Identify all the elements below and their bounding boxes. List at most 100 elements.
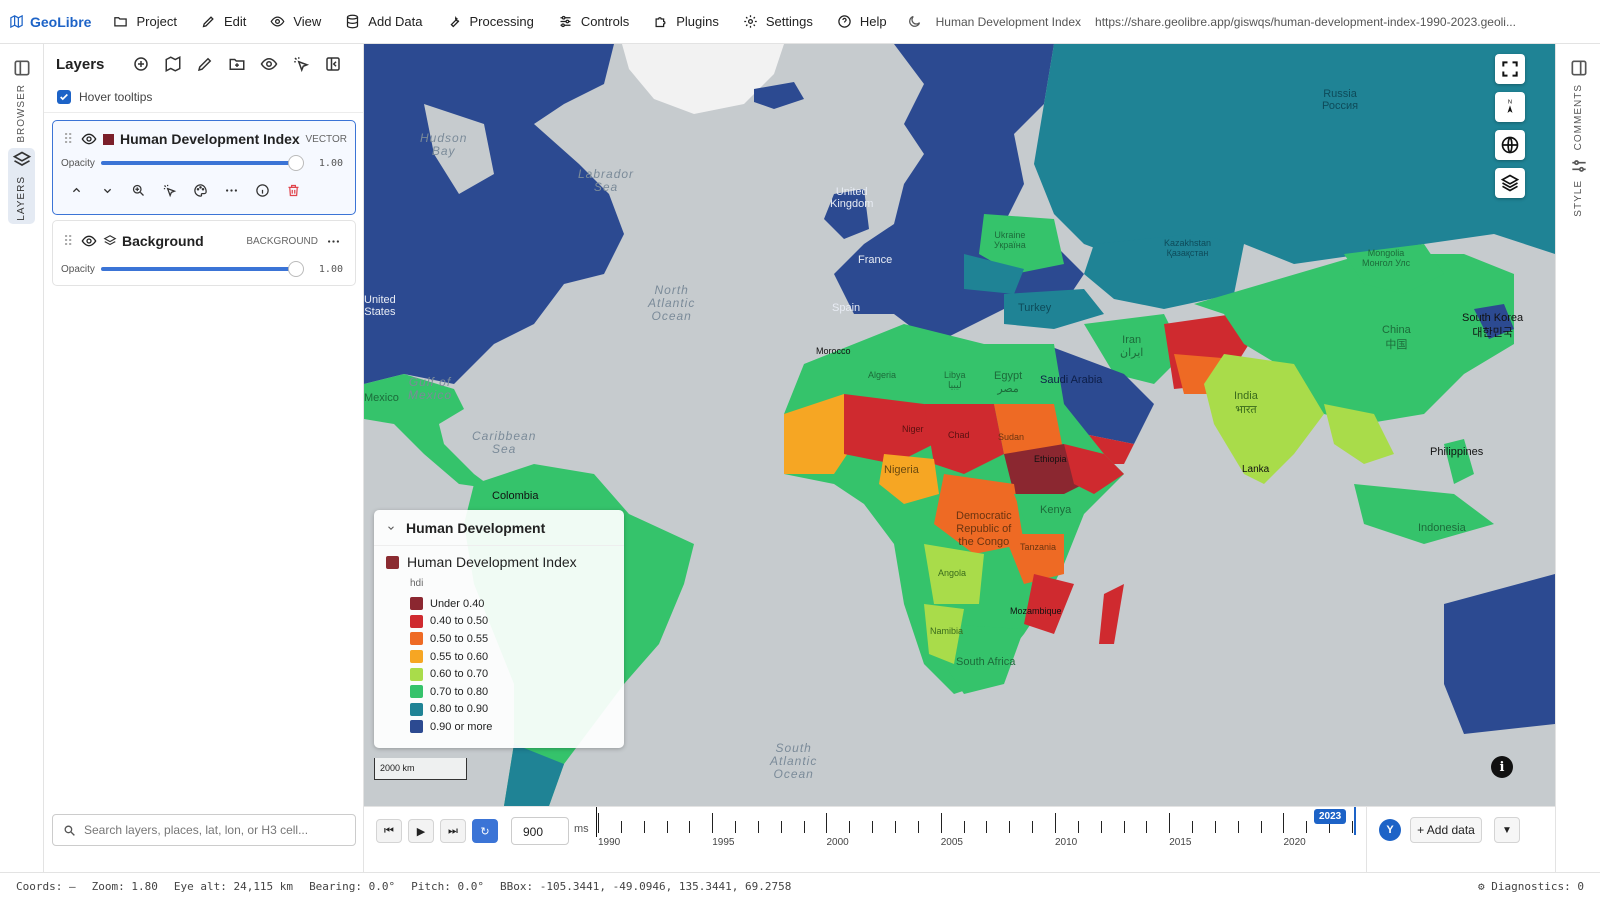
- menu-processing[interactable]: Processing: [435, 0, 546, 43]
- minor-tick: [1329, 821, 1331, 833]
- add-layer-icon[interactable]: [132, 55, 150, 73]
- attribution-info-button[interactable]: i: [1491, 756, 1513, 778]
- menu-project[interactable]: Project: [101, 0, 188, 43]
- layer-name[interactable]: Human Development Index: [120, 131, 300, 147]
- layer-name[interactable]: Background: [122, 233, 204, 249]
- legend-label: 0.40 to 0.50: [430, 615, 489, 628]
- avatar[interactable]: Y: [1379, 819, 1401, 841]
- legend-swatch: [410, 702, 423, 716]
- place-label: United States: [364, 294, 396, 318]
- legend-label: 0.80 to 0.90: [430, 703, 489, 716]
- add-data-button[interactable]: + Add data: [1410, 817, 1482, 843]
- diagnostics[interactable]: ⚙ Diagnostics: 0: [1478, 880, 1584, 893]
- search-input[interactable]: Search layers, places, lat, lon, or H3 c…: [84, 823, 309, 837]
- move-up-icon[interactable]: [69, 183, 84, 198]
- legend-swatch: [410, 597, 423, 611]
- share-url[interactable]: https://share.geolibre.app/giswqs/human-…: [1095, 14, 1516, 29]
- slider-knob[interactable]: [287, 261, 304, 277]
- mali-niger-shape: [844, 394, 934, 464]
- minor-tick: [803, 821, 805, 833]
- eye-icon[interactable]: [81, 233, 97, 249]
- add-group-icon[interactable]: [228, 55, 246, 73]
- rail-comments-label[interactable]: COMMENTS: [1573, 84, 1584, 151]
- place-label: Kenya: [1040, 504, 1072, 516]
- app-brand[interactable]: GeoLibre: [9, 14, 91, 30]
- collapse-panel-icon[interactable]: [324, 55, 342, 73]
- skip-start-button[interactable]: ⏮: [376, 819, 402, 843]
- identify-icon[interactable]: [162, 183, 177, 198]
- move-down-icon[interactable]: [100, 183, 115, 198]
- place-label: Mexico: [364, 392, 399, 404]
- check-icon: [60, 93, 68, 101]
- menu-view[interactable]: View: [258, 0, 333, 43]
- basemap-icon[interactable]: [164, 55, 182, 73]
- status-zoom: Zoom: 1.80: [91, 880, 158, 893]
- place-label: Egypt مصر: [994, 370, 1023, 395]
- globe-button[interactable]: [1495, 130, 1525, 160]
- diagnostics-label: Diagnostics: 0: [1491, 880, 1584, 893]
- more-icon[interactable]: [326, 234, 341, 249]
- hdi-choropleth: [364, 44, 1555, 806]
- divider: [1366, 807, 1367, 873]
- trash-icon[interactable]: [286, 183, 301, 198]
- skip-end-button[interactable]: ⏭: [440, 819, 466, 843]
- theme-toggle[interactable]: [899, 0, 930, 43]
- legend-header[interactable]: Human Development: [374, 510, 624, 546]
- layer-switcher-button[interactable]: [1495, 168, 1525, 198]
- slider-knob[interactable]: [287, 155, 304, 171]
- scale-bar: 2000 km: [374, 758, 467, 780]
- hover-tooltips-label: Hover tooltips: [79, 90, 153, 104]
- caret-down-icon: ▼: [1502, 824, 1512, 836]
- pencil-icon: [202, 16, 214, 28]
- layer-search-box[interactable]: Search layers, places, lat, lon, or H3 c…: [52, 814, 356, 846]
- drag-handle-icon[interactable]: ⠿: [63, 232, 74, 249]
- hover-tooltips-checkbox[interactable]: [57, 90, 71, 104]
- opacity-slider[interactable]: [100, 261, 304, 277]
- menu-help[interactable]: Help: [825, 0, 899, 43]
- play-button[interactable]: ▶: [408, 819, 434, 843]
- loop-toggle[interactable]: ↻: [472, 819, 498, 843]
- legend-item: 0.80 to 0.90: [410, 701, 624, 719]
- menu-plugins[interactable]: Plugins: [641, 0, 731, 43]
- menu-controls[interactable]: Controls: [546, 0, 641, 43]
- minor-tick: [780, 821, 782, 833]
- nigeria-shape: [879, 454, 939, 504]
- place-label: Ethiopia: [1034, 454, 1067, 464]
- chevron-down-icon[interactable]: [386, 523, 396, 533]
- menu-settings[interactable]: Settings: [731, 0, 825, 43]
- add-data-dropdown[interactable]: ▼: [1494, 817, 1520, 843]
- menu-edit[interactable]: Edit: [189, 0, 258, 43]
- more-icon[interactable]: [224, 183, 239, 198]
- sidebar-toggle-icon[interactable]: [12, 58, 32, 78]
- visibility-icon[interactable]: [260, 55, 278, 73]
- select-icon[interactable]: [292, 55, 310, 73]
- rail-style-label[interactable]: STYLE: [1573, 180, 1584, 217]
- minor-tick: [917, 821, 919, 833]
- russia-shape: [1034, 44, 1555, 264]
- layer-type-badge: BACKGROUND: [246, 235, 318, 247]
- timeline-handle[interactable]: [1354, 807, 1356, 835]
- layer-card-background[interactable]: ⠿ Background BACKGROUND Opacity 1.00: [52, 220, 356, 286]
- sliders-icon[interactable]: [1569, 156, 1589, 176]
- compass-button[interactable]: N: [1495, 92, 1525, 122]
- map-canvas[interactable]: Hudson Bay Labrador Sea North Atlantic O…: [364, 44, 1555, 806]
- layers-icon: [12, 151, 32, 166]
- menu-help-label: Help: [859, 14, 887, 29]
- eye-icon[interactable]: [81, 131, 97, 147]
- drag-handle-icon[interactable]: ⠿: [63, 130, 74, 147]
- opacity-slider[interactable]: [100, 155, 304, 171]
- sidebar-toggle-icon[interactable]: [1569, 58, 1589, 78]
- chad-shape: [924, 404, 1004, 474]
- layer-card-hdi[interactable]: ⠿ Human Development Index VECTOR Opacity…: [52, 120, 356, 215]
- timeline-slider[interactable]: 1990 1995 2000 2005 2010 2015 2020 2023: [596, 807, 1360, 873]
- info-icon[interactable]: [255, 183, 270, 198]
- fullscreen-button[interactable]: [1495, 54, 1525, 84]
- rail-browser-label[interactable]: BROWSER: [16, 84, 27, 143]
- palette-icon[interactable]: [193, 183, 208, 198]
- speed-input[interactable]: 900: [511, 817, 569, 845]
- minor-tick: [1100, 821, 1102, 833]
- draw-icon[interactable]: [196, 55, 214, 73]
- zoom-to-layer-icon[interactable]: [131, 183, 146, 198]
- menu-add-data[interactable]: Add Data: [333, 0, 434, 43]
- place-label: Namibia: [930, 626, 964, 636]
